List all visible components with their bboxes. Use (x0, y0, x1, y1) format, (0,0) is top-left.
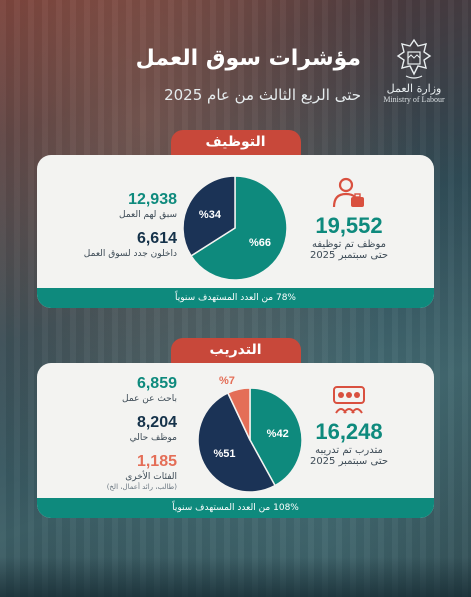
stat-value: 12,938 (128, 191, 177, 208)
employment-total: 19,552 (315, 213, 383, 238)
employment-total-label: موظف تم توظيفه (312, 239, 386, 250)
employee-icon (332, 177, 364, 208)
page-title: مؤشرات سوق العمل (135, 46, 361, 71)
pie-slice (249, 387, 303, 487)
training-footer: 108% من العدد المستهدف سنوياً (37, 498, 434, 518)
training-total: 16,248 (315, 419, 383, 444)
pie-slice (190, 175, 288, 281)
ministry-logo: وزارة العمل Ministry of Labour (379, 38, 449, 104)
logo-english: Ministry of Labour (383, 95, 445, 104)
pie-slice-label: %66 (249, 237, 271, 249)
employment-pill: التوظيف (170, 130, 301, 156)
crest-icon (396, 38, 432, 79)
pie-slice (197, 391, 277, 493)
training-stats: 6,859 باحث عن عمل 8,204 موظف حالي 1,185 … (57, 375, 177, 501)
training-card: 6,859 باحث عن عمل 8,204 موظف حالي 1,185 … (37, 363, 434, 518)
pie-slice (182, 175, 236, 257)
employment-total-period: حتى سبتمبر 2025 (309, 250, 389, 261)
stat-label: سبق لهم العمل (119, 210, 177, 220)
stat-item: 1,185 الفئات الأخرى (طالب، رائد أعمال، ا… (57, 453, 177, 491)
logo-arabic: وزارة العمل (386, 82, 442, 95)
stat-item: 6,859 باحث عن عمل (57, 375, 177, 404)
stat-label: الفئات الأخرى (125, 472, 177, 482)
stat-label: باحث عن عمل (122, 394, 177, 404)
pie-slice-label: %42 (267, 428, 289, 440)
employment-footer: 78% من العدد المستهدف سنوياً (37, 288, 434, 308)
stat-value: 8,204 (136, 414, 177, 431)
employment-pie-chart: %66 %34 (182, 175, 288, 281)
stat-item: 6,614 داخلون جدد لسوق العمل (57, 230, 177, 259)
training-pill: التدريب (170, 338, 301, 364)
pie-slice-label: %51 (214, 448, 236, 460)
stat-note: (طالب، رائد أعمال، الخ) (106, 483, 177, 491)
training-total-label: متدرب تم تدريبه (315, 445, 383, 456)
pie-slice-label: %34 (199, 209, 222, 221)
pie-outside-label: %7 (219, 375, 235, 387)
stat-value: 1,185 (136, 453, 177, 470)
pie-slice (226, 387, 251, 441)
employment-summary: 19,552 موظف تم توظيفه حتى سبتمبر 2025 (294, 177, 404, 261)
stat-item: 12,938 سبق لهم العمل (57, 191, 177, 220)
stat-item: 8,204 موظف حالي (57, 414, 177, 443)
page-subtitle: حتى الربع الثالث من عام 2025 (164, 86, 361, 104)
training-total-period: حتى سبتمبر 2025 (309, 456, 389, 467)
employment-stats: 12,938 سبق لهم العمل 6,614 داخلون جدد لس… (57, 191, 177, 269)
bottom-strip (0, 557, 471, 597)
trainees-icon (333, 386, 365, 414)
employment-card: 12,938 سبق لهم العمل 6,614 داخلون جدد لس… (37, 155, 434, 308)
stat-label: موظف حالي (129, 433, 177, 443)
stat-value: 6,859 (136, 375, 177, 392)
training-summary: 16,248 متدرب تم تدريبه حتى سبتمبر 2025 (294, 385, 404, 467)
stat-value: 6,614 (136, 230, 177, 247)
training-pie-chart: %42 %51 (197, 387, 303, 493)
stat-label: داخلون جدد لسوق العمل (83, 249, 177, 259)
